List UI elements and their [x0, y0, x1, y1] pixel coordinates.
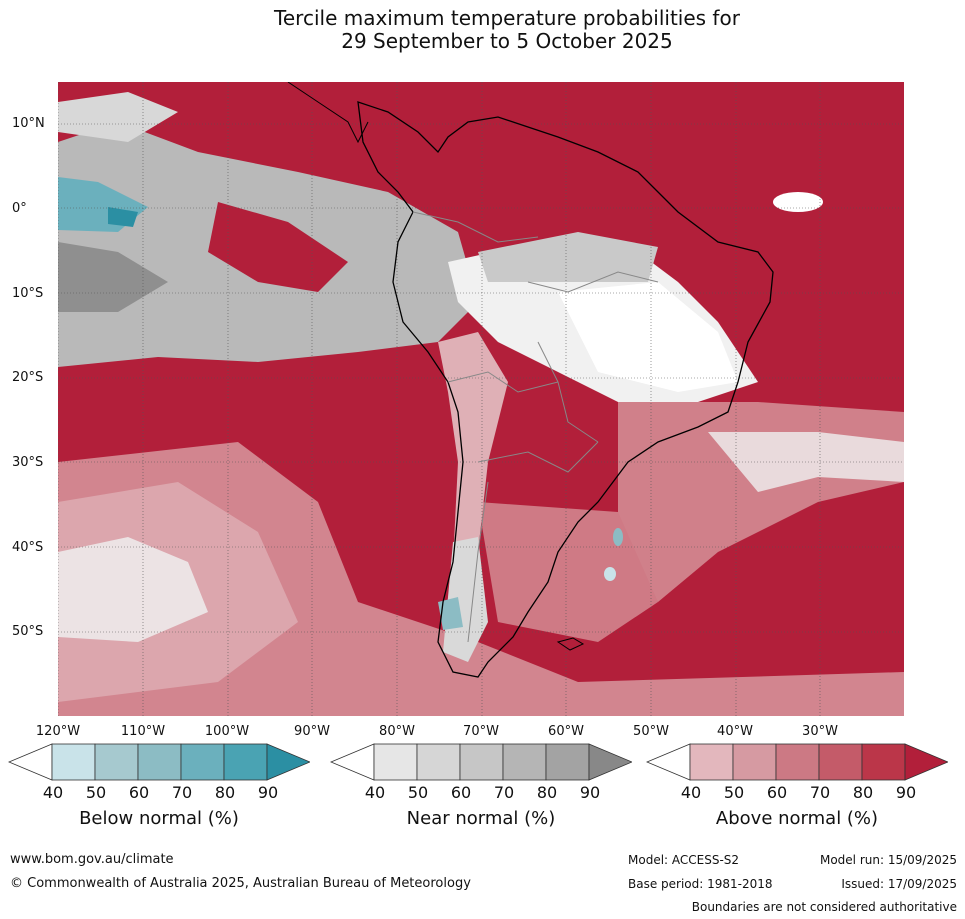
cb-near-tick-40: 40 [364, 783, 386, 802]
cb-above-tick-90: 90 [895, 783, 917, 802]
colorbar-above-normal-swatches [646, 743, 948, 781]
cb-above-tick-40: 40 [680, 783, 702, 802]
footer-base-period: Base period: 1981-2018 [628, 877, 773, 891]
lon-label-60w: 60°W [548, 724, 584, 739]
near-normal-90-patch [58, 242, 168, 312]
cb-below-tick-70: 70 [171, 783, 193, 802]
colorbar-swatch [459, 743, 504, 781]
central-america-coastline [287, 82, 369, 144]
cb-above-tick-50: 50 [723, 783, 745, 802]
lon-label-70w: 70°W [463, 724, 499, 739]
colorbar-swatch [861, 743, 906, 781]
footer-issued: Issued: 17/09/2025 [841, 877, 957, 891]
colorbar-high-end [588, 743, 632, 781]
above-normal-60-zone [58, 442, 904, 716]
colorbar-near-normal [330, 743, 632, 781]
cb-near-tick-90: 90 [579, 783, 601, 802]
colorbar-swatch [223, 743, 268, 781]
colorbar-swatch [416, 743, 461, 781]
cb-above-tick-60: 60 [766, 783, 788, 802]
lon-label-80w: 80°W [379, 724, 415, 739]
lat-label-10n: 10°N [12, 116, 45, 131]
colorbar-above-normal [646, 743, 948, 781]
footer-disclaimer: Boundaries are not considered authoritat… [691, 900, 957, 914]
cb-near-tick-70: 70 [493, 783, 515, 802]
map-title-line1: Tercile maximum temperature probabilitie… [274, 6, 740, 30]
lon-label-50w: 50°W [633, 724, 669, 739]
graticule [58, 82, 904, 716]
cb-below-tick-60: 60 [128, 783, 150, 802]
footer-model-run: Model run: 15/09/2025 [819, 853, 957, 867]
lat-label-10s: 10°S [12, 286, 44, 301]
colorbar-swatch [180, 743, 225, 781]
lat-label-0: 0° [12, 201, 27, 216]
colorbar-swatch [137, 743, 182, 781]
colorbar-near-normal-title: Near normal (%) [406, 808, 556, 829]
colorbar-high-end [266, 743, 310, 781]
below-normal-atlantic-patch-2 [604, 567, 616, 581]
near-normal-patagonia-strip [443, 537, 488, 662]
colorbar-above-normal-title: Above normal (%) [715, 808, 879, 829]
map-title-line2: 29 September to 5 October 2025 [341, 29, 673, 53]
colorbar-below-normal-title: Below normal (%) [79, 808, 239, 829]
colorbar-swatch [94, 743, 139, 781]
lat-label-20s: 20°S [12, 370, 44, 385]
colorbar-swatch [775, 743, 820, 781]
colorbar-high-end [904, 743, 948, 781]
lon-label-100w: 100°W [204, 724, 250, 739]
south-america-coastline [357, 101, 774, 678]
lon-label-30w: 30°W [802, 724, 838, 739]
lon-label-90w: 90°W [294, 724, 330, 739]
cb-below-tick-40: 40 [42, 783, 64, 802]
below-normal-atlantic-patch [613, 528, 623, 546]
cb-above-tick-70: 70 [809, 783, 831, 802]
colorbar-low-end [8, 743, 53, 781]
cb-near-tick-80: 80 [536, 783, 558, 802]
cb-below-tick-90: 90 [257, 783, 279, 802]
footer-model: Model: ACCESS-S2 [628, 853, 740, 867]
lon-label-120w: 120°W [35, 724, 81, 739]
colorbar-swatch [732, 743, 777, 781]
colorbar-swatch [545, 743, 590, 781]
cb-near-tick-60: 60 [450, 783, 472, 802]
cb-below-tick-80: 80 [214, 783, 236, 802]
near-normal-pacific-north [58, 92, 178, 142]
colorbar-below-normal [8, 743, 310, 781]
colorbar-low-end [330, 743, 375, 781]
cb-near-tick-50: 50 [407, 783, 429, 802]
above-normal-pacific-tongue [208, 202, 348, 292]
falkland-islands [556, 637, 585, 651]
colorbar-low-end [646, 743, 691, 781]
white-brazil-zone [558, 282, 738, 392]
lat-label-40s: 40°S [12, 540, 44, 555]
lon-label-40w: 40°W [717, 724, 753, 739]
probability-map-svg [58, 82, 904, 716]
colorbar-swatch [373, 743, 418, 781]
colorbar-swatch [689, 743, 734, 781]
lat-label-30s: 30°S [12, 455, 44, 470]
colorbar-near-normal-swatches [330, 743, 632, 781]
below-normal-90-patch [108, 207, 138, 227]
colorbar-swatch [51, 743, 96, 781]
lon-label-110w: 110°W [120, 724, 166, 739]
near-normal-low-zone-sw [58, 537, 208, 642]
cb-above-tick-80: 80 [852, 783, 874, 802]
colorbar-swatch [818, 743, 863, 781]
colorbar-swatch [502, 743, 547, 781]
below-normal-chile-patch [438, 597, 463, 630]
colorbar-below-normal-swatches [8, 743, 310, 781]
cb-below-tick-50: 50 [85, 783, 107, 802]
near-normal-amazon-zone [478, 232, 658, 282]
footer-website: www.bom.gov.au/climate [10, 852, 174, 867]
white-atlantic-patch [773, 192, 823, 212]
lat-label-50s: 50°S [12, 624, 44, 639]
footer-copyright: © Commonwealth of Australia 2025, Austra… [10, 876, 471, 891]
country-borders [412, 211, 659, 643]
probability-map [58, 82, 904, 716]
